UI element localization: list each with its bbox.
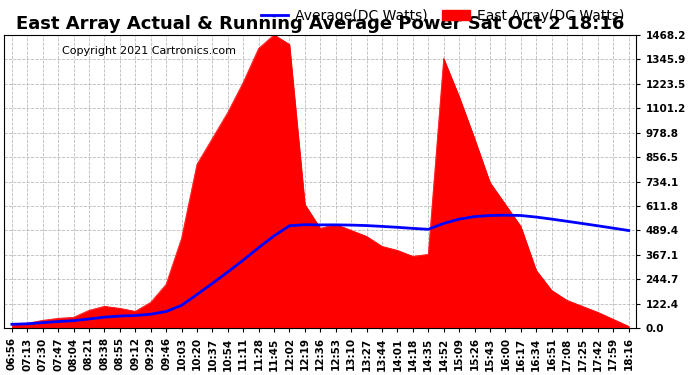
Title: East Array Actual & Running Average Power Sat Oct 2 18:16: East Array Actual & Running Average Powe… [16, 15, 624, 33]
Text: Copyright 2021 Cartronics.com: Copyright 2021 Cartronics.com [62, 46, 236, 56]
Legend: Average(DC Watts), East Array(DC Watts): Average(DC Watts), East Array(DC Watts) [255, 3, 629, 28]
